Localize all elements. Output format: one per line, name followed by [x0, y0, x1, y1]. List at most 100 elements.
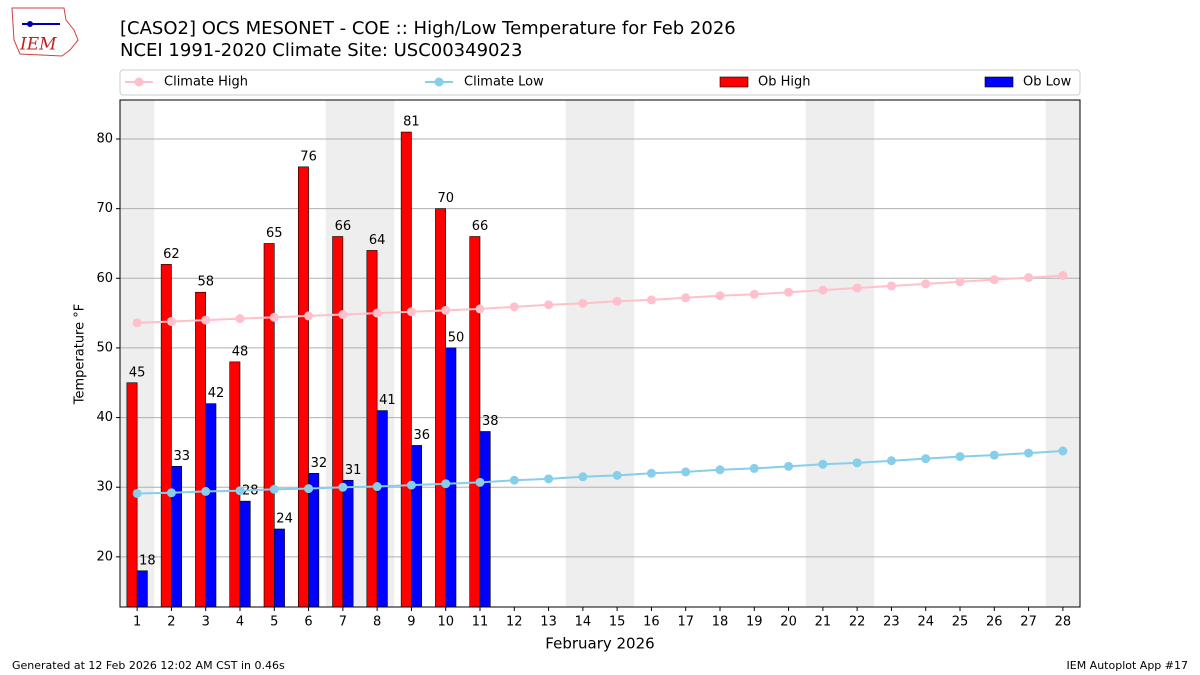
- bar: [160, 264, 172, 608]
- climate-point: [235, 314, 245, 324]
- climate-point: [441, 305, 451, 315]
- climate-point: [201, 486, 211, 496]
- x-tick-label: 12: [506, 615, 523, 630]
- climate-point: [955, 277, 965, 287]
- x-tick-label: 25: [952, 615, 969, 630]
- climate-point: [852, 458, 862, 468]
- y-tick-label: 50: [96, 340, 113, 355]
- x-tick-label: 9: [407, 615, 415, 630]
- climate-point: [304, 484, 314, 494]
- climate-point: [818, 459, 828, 469]
- climate-point: [269, 484, 279, 494]
- climate-point: [578, 298, 588, 308]
- x-tick-label: 18: [712, 615, 729, 630]
- bar-label: 58: [197, 275, 214, 290]
- climate-point: [921, 454, 931, 464]
- logo-text: IEM: [19, 35, 57, 55]
- bar-label: 38: [482, 414, 499, 429]
- bar: [469, 236, 481, 608]
- climate-point: [269, 312, 279, 322]
- climate-point: [132, 318, 142, 328]
- legend-label: Climate Low: [464, 75, 544, 90]
- climate-point: [201, 315, 211, 325]
- weekend-band: [1045, 100, 1080, 607]
- climate-point: [886, 456, 896, 466]
- x-tick-label: 11: [472, 615, 489, 630]
- climate-point: [646, 295, 656, 305]
- bar: [297, 166, 309, 608]
- climate-point: [509, 302, 519, 312]
- bar-label: 62: [163, 247, 180, 262]
- footer-left: Generated at 12 Feb 2026 12:02 AM CST in…: [12, 659, 285, 672]
- bar: [342, 479, 354, 608]
- climate-point: [406, 307, 416, 317]
- bar: [205, 403, 217, 608]
- x-tick-label: 27: [1020, 615, 1037, 630]
- x-tick-label: 20: [780, 615, 797, 630]
- y-tick-label: 20: [96, 549, 113, 564]
- y-tick-label: 60: [96, 271, 113, 286]
- chart-subtitle: NCEI 1991-2020 Climate Site: USC00349023: [120, 40, 522, 61]
- x-tick-label: 26: [986, 615, 1003, 630]
- climate-point: [544, 474, 554, 484]
- bar-label: 24: [276, 512, 293, 527]
- climate-point: [235, 486, 245, 496]
- x-tick-label: 5: [270, 615, 278, 630]
- bar: [400, 131, 412, 608]
- climate-point: [544, 300, 554, 310]
- bar-label: 33: [173, 449, 190, 464]
- legend-label: Ob High: [758, 75, 811, 90]
- bar-label: 64: [369, 233, 386, 248]
- climate-point: [646, 468, 656, 478]
- bar-label: 70: [437, 191, 454, 206]
- climate-point: [1058, 271, 1068, 280]
- climate-point: [715, 291, 725, 301]
- legend-swatch: [719, 76, 749, 88]
- climate-point: [578, 472, 588, 482]
- bar: [273, 528, 285, 608]
- bar: [229, 361, 241, 608]
- logo: IEM: [11, 7, 79, 57]
- bar: [479, 431, 491, 608]
- legend-box: [119, 69, 1081, 96]
- climate-point: [372, 482, 382, 492]
- x-tick-label: 16: [643, 615, 660, 630]
- x-tick-label: 19: [746, 615, 763, 630]
- climate-point: [509, 475, 519, 485]
- bar: [239, 500, 251, 608]
- climate-point: [1024, 448, 1034, 458]
- x-tick-label: 23: [883, 615, 900, 630]
- bar: [411, 445, 423, 608]
- x-tick-label: 22: [849, 615, 866, 630]
- y-tick-label: 70: [96, 201, 113, 216]
- weekend-band: [840, 100, 875, 607]
- x-tick-label: 21: [815, 615, 832, 630]
- climate-line: [137, 450, 1063, 495]
- climate-point: [886, 281, 896, 291]
- bar: [136, 570, 148, 608]
- weekend-band: [600, 100, 635, 607]
- climate-point: [749, 463, 759, 473]
- climate-point: [475, 477, 485, 487]
- x-tick-label: 14: [575, 615, 592, 630]
- climate-point: [338, 482, 348, 492]
- bar-label: 65: [266, 226, 283, 241]
- y-axis-label: Temperature °F: [73, 304, 88, 405]
- legend-marker: [434, 77, 444, 87]
- climate-point: [441, 479, 451, 489]
- climate-point: [715, 465, 725, 475]
- bar-label: 41: [379, 393, 396, 408]
- climate-point: [784, 287, 794, 297]
- climate-point: [475, 304, 485, 314]
- climate-point: [406, 480, 416, 490]
- bar-label: 81: [403, 115, 420, 130]
- climate-point: [681, 467, 691, 477]
- chart-title: [CASO2] OCS MESONET - COE :: High/Low Te…: [120, 18, 736, 39]
- plot-frame: [119, 99, 1081, 608]
- y-tick-label: 40: [96, 410, 113, 425]
- bar-label: 76: [300, 149, 317, 164]
- legend-label: Climate High: [164, 75, 248, 90]
- bar: [308, 472, 320, 608]
- climate-point: [166, 488, 176, 498]
- bar-label: 45: [129, 365, 146, 380]
